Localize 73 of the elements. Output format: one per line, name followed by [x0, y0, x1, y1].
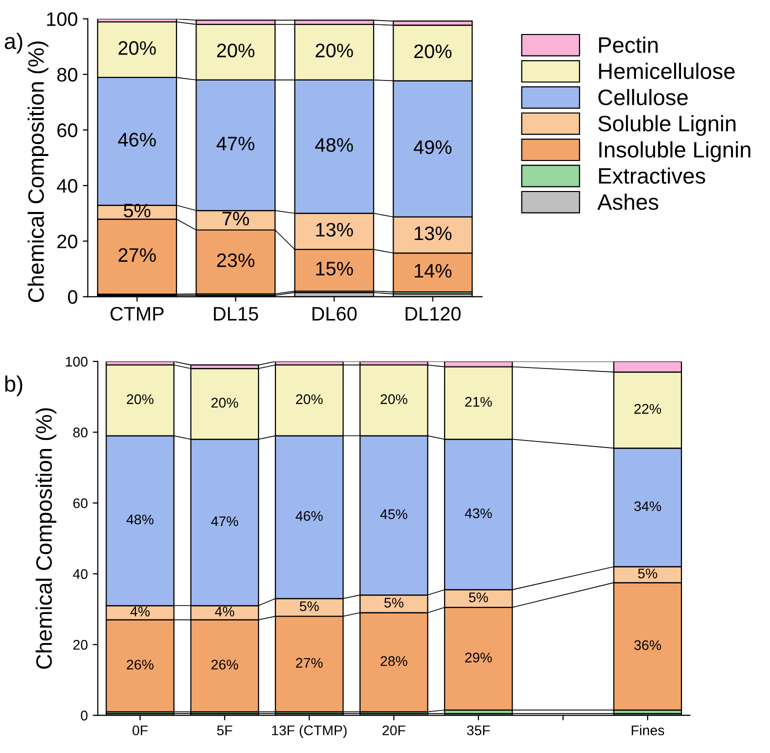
legend-label: Ashes: [597, 194, 658, 210]
x-tick-label: DL120: [406, 306, 461, 321]
data-label: 47%: [211, 516, 238, 526]
legend-label: Hemicellulose: [599, 62, 735, 80]
y-tick-label: 100: [66, 356, 88, 367]
data-label: 5%: [468, 592, 488, 602]
data-label: 43%: [464, 508, 492, 518]
data-label: 27%: [296, 658, 323, 668]
x-tick-label: 20F: [382, 725, 406, 736]
data-label: 13%: [316, 222, 353, 237]
text: a): [4, 32, 22, 54]
data-label: 36%: [634, 640, 662, 650]
y-tick-label: 20: [57, 234, 78, 248]
y-tick-label: 0: [68, 290, 78, 304]
legend-label: Soluble Lignin: [598, 115, 736, 136]
data-label: 46%: [118, 132, 156, 147]
y-tick-label: 100: [47, 12, 78, 26]
data-label: 47%: [216, 136, 254, 150]
data-label: 5%: [384, 598, 404, 608]
y-tick-label: 40: [56, 179, 78, 193]
x-tick-label: 35F: [467, 725, 490, 736]
data-label: 46%: [296, 511, 323, 521]
data-label: 26%: [126, 660, 154, 670]
data-label: 45%: [380, 509, 408, 520]
data-label: 20%: [126, 394, 154, 404]
data-label: 22%: [634, 404, 662, 414]
data-label: 4%: [130, 606, 150, 616]
data-label: 26%: [211, 660, 238, 670]
data-label: 27%: [118, 248, 156, 262]
x-tick-label: Fines: [632, 725, 664, 736]
x-tick-label: DL60: [312, 306, 357, 321]
data-label: 21%: [465, 396, 492, 407]
data-label: 20%: [296, 394, 323, 404]
y-tick-label: 60: [57, 123, 78, 138]
data-label: 28%: [380, 656, 408, 666]
y-tick-label: 80: [73, 428, 88, 438]
legend-label: Pectin: [599, 36, 658, 53]
y-tick-label: 0: [80, 710, 88, 721]
y-tick-label: 20: [73, 640, 88, 650]
data-label: 48%: [315, 138, 353, 152]
legend-label: Insoluble Lignin: [599, 141, 750, 162]
data-label: 49%: [414, 140, 452, 154]
data-label: 29%: [465, 652, 492, 662]
data-label: 23%: [217, 253, 254, 268]
y-axis-title: Chemical Composition (%): [36, 408, 56, 669]
y-axis-title: Chemical Composition (%): [28, 42, 48, 302]
data-label: 20%: [217, 44, 254, 58]
data-label: 5%: [638, 568, 658, 578]
x-tick-label: 13F (CTMP): [272, 725, 347, 738]
data-label: 20%: [211, 398, 238, 408]
data-label: 34%: [634, 501, 662, 512]
y-tick-label: 80: [57, 68, 78, 82]
data-label: 5%: [124, 204, 150, 218]
x-tick-label: 0F: [132, 725, 148, 736]
data-label: 20%: [316, 44, 353, 58]
data-label: 14%: [414, 264, 452, 278]
legend-label: Extractives: [599, 167, 706, 184]
y-tick-label: 60: [73, 498, 88, 508]
data-label: 15%: [316, 262, 353, 276]
data-label: 20%: [414, 44, 452, 58]
data-label: 13%: [414, 226, 452, 240]
data-label: 20%: [380, 394, 408, 404]
data-label: 48%: [126, 514, 154, 524]
x-tick-label: CTMP: [110, 306, 164, 321]
x-tick-label: 5F: [217, 726, 232, 736]
data-label: 7%: [222, 212, 249, 226]
y-tick-label: 40: [72, 569, 88, 579]
data-label: 4%: [214, 606, 234, 616]
legend-label: Cellulose: [598, 88, 688, 106]
x-tick-label: DL15: [214, 307, 258, 321]
text: b): [5, 375, 22, 396]
data-label: 20%: [118, 41, 156, 55]
data-label: 5%: [300, 601, 319, 612]
